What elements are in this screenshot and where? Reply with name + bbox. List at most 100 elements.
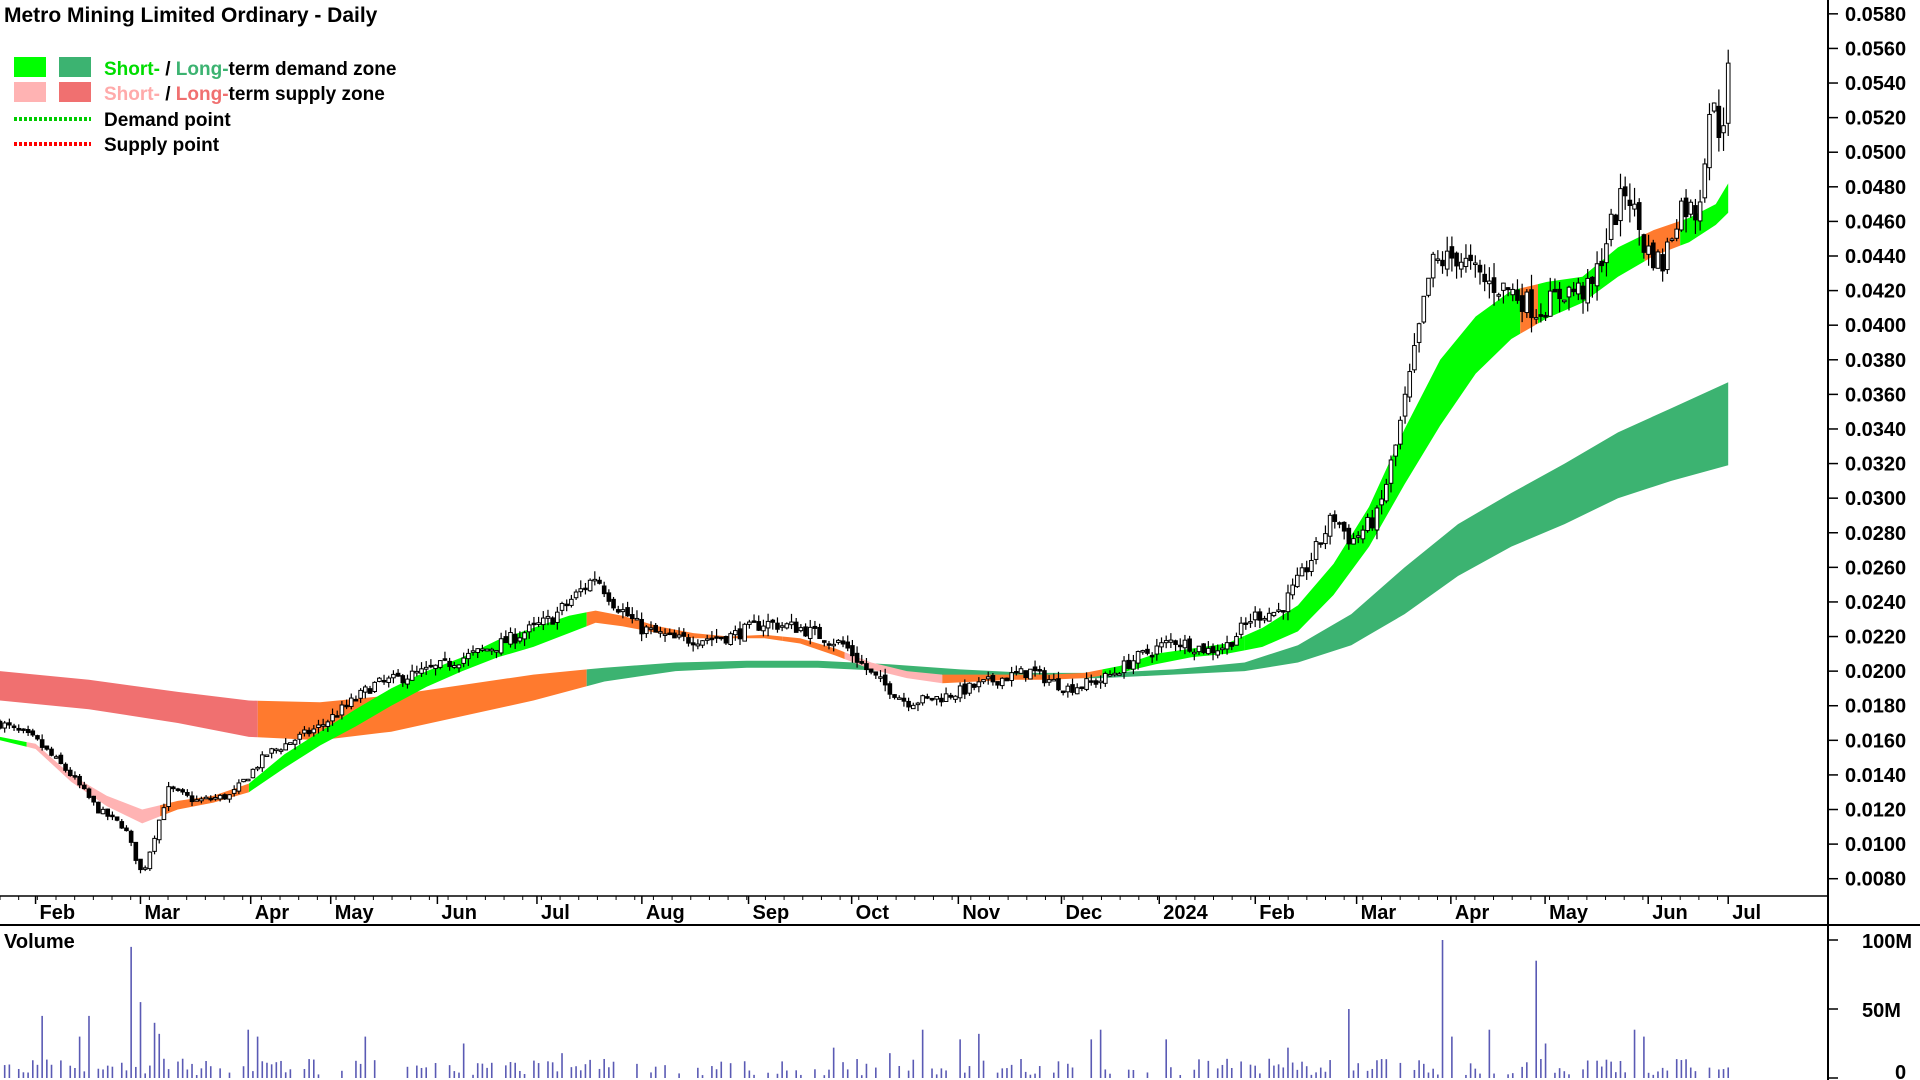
candle-body bbox=[948, 694, 954, 698]
candle-body bbox=[901, 697, 907, 702]
volume-panel-label: Volume bbox=[4, 931, 75, 953]
short-term-zone-segment bbox=[782, 636, 845, 659]
candle-body bbox=[587, 579, 593, 592]
candle-body bbox=[1707, 113, 1712, 169]
candle-body bbox=[1280, 610, 1286, 613]
candle-body bbox=[531, 622, 537, 626]
candle-body bbox=[1430, 253, 1436, 279]
candle-body bbox=[250, 768, 256, 779]
candle-body bbox=[1206, 647, 1211, 655]
candle-body bbox=[269, 748, 274, 754]
candle-body bbox=[63, 763, 68, 771]
candle-body bbox=[1725, 62, 1731, 124]
candle-body bbox=[821, 640, 827, 643]
time-tick-label: Mar bbox=[1361, 902, 1397, 924]
price-tick-label: 0.0400 bbox=[1845, 315, 1906, 337]
candle-body bbox=[1191, 651, 1197, 655]
candle-body bbox=[915, 702, 921, 706]
candle-body bbox=[185, 791, 190, 796]
candle-body bbox=[44, 745, 50, 750]
candle-body bbox=[578, 588, 584, 593]
candle-body bbox=[105, 808, 111, 817]
candle-body bbox=[72, 775, 78, 778]
time-tick-label: 2024 bbox=[1163, 902, 1208, 924]
candle-body bbox=[498, 638, 504, 654]
candle-body bbox=[138, 858, 143, 871]
time-tick-label: May bbox=[335, 902, 375, 924]
candle-body bbox=[503, 636, 509, 644]
candle-body bbox=[466, 652, 471, 660]
candle-body bbox=[161, 807, 167, 821]
time-tick-label: Apr bbox=[255, 902, 290, 924]
candle-body bbox=[793, 621, 799, 633]
volume-layer bbox=[3, 940, 1730, 1078]
candle-body bbox=[1552, 288, 1558, 293]
candle-body bbox=[128, 830, 134, 843]
candle-body bbox=[653, 624, 658, 633]
candle-body bbox=[967, 682, 972, 694]
candle-body bbox=[213, 796, 218, 800]
candle-body bbox=[1721, 125, 1726, 134]
price-tick-label: 0.0520 bbox=[1845, 108, 1906, 130]
candle-body bbox=[522, 632, 527, 640]
candle-body bbox=[419, 668, 424, 674]
candle-body bbox=[203, 796, 209, 800]
candle-body bbox=[1182, 639, 1188, 649]
candle-body bbox=[606, 592, 612, 602]
time-tick-label: Aug bbox=[646, 902, 685, 924]
candle-body bbox=[1491, 277, 1497, 293]
candle-body bbox=[1388, 459, 1394, 484]
candle-body bbox=[377, 677, 382, 682]
volume-axis: 100M 50M 0 bbox=[1828, 931, 1912, 1080]
candle-body bbox=[1079, 686, 1085, 689]
candle-body bbox=[1098, 680, 1103, 684]
candle-body bbox=[555, 611, 560, 623]
candle-body bbox=[1234, 636, 1239, 646]
candle-body bbox=[414, 670, 420, 674]
candle-body bbox=[334, 715, 340, 718]
candle-body bbox=[1585, 277, 1591, 304]
candle-body bbox=[344, 704, 349, 708]
candle-body bbox=[1482, 273, 1487, 283]
candle-body bbox=[1103, 672, 1108, 684]
candle-body bbox=[156, 819, 162, 841]
time-tick-label: Feb bbox=[1259, 902, 1295, 924]
candle-body bbox=[231, 789, 237, 794]
candle-body bbox=[1351, 538, 1356, 545]
candle-body bbox=[686, 637, 691, 644]
price-tick-label: 0.0300 bbox=[1845, 488, 1906, 510]
short-term-zone-segment bbox=[26, 742, 161, 824]
candle-body bbox=[681, 632, 687, 637]
candle-body bbox=[386, 677, 392, 683]
time-tick-label: Jun bbox=[1652, 902, 1688, 924]
candle-body bbox=[1107, 673, 1113, 677]
candle-body bbox=[1515, 289, 1520, 301]
candle-body bbox=[2, 722, 7, 729]
candle-body bbox=[1524, 291, 1530, 314]
candle-body bbox=[540, 617, 546, 626]
candle-body bbox=[367, 688, 373, 694]
candle-body bbox=[91, 795, 96, 803]
candle-body bbox=[1435, 258, 1441, 261]
candle-body bbox=[1266, 612, 1272, 622]
candle-body bbox=[1618, 188, 1623, 222]
price-tick-label: 0.0080 bbox=[1845, 869, 1906, 891]
price-tick-label: 0.0200 bbox=[1845, 661, 1906, 683]
candle-body bbox=[1032, 666, 1038, 672]
candle-body bbox=[1697, 201, 1703, 222]
candle-body bbox=[990, 675, 996, 683]
candle-body bbox=[868, 668, 874, 673]
candle-body bbox=[1028, 668, 1033, 680]
time-tick-label: Feb bbox=[40, 902, 76, 924]
candle-body bbox=[1159, 642, 1164, 648]
candle-body bbox=[981, 679, 986, 683]
candle-body bbox=[1608, 213, 1614, 240]
legend-rest: term demand zone bbox=[229, 59, 397, 80]
candle-body bbox=[175, 788, 181, 791]
candle-body bbox=[348, 697, 354, 707]
candle-body bbox=[836, 639, 841, 643]
candle-body bbox=[381, 679, 387, 683]
candle-body bbox=[896, 697, 902, 700]
candle-body bbox=[784, 623, 790, 629]
candle-body bbox=[840, 640, 846, 645]
